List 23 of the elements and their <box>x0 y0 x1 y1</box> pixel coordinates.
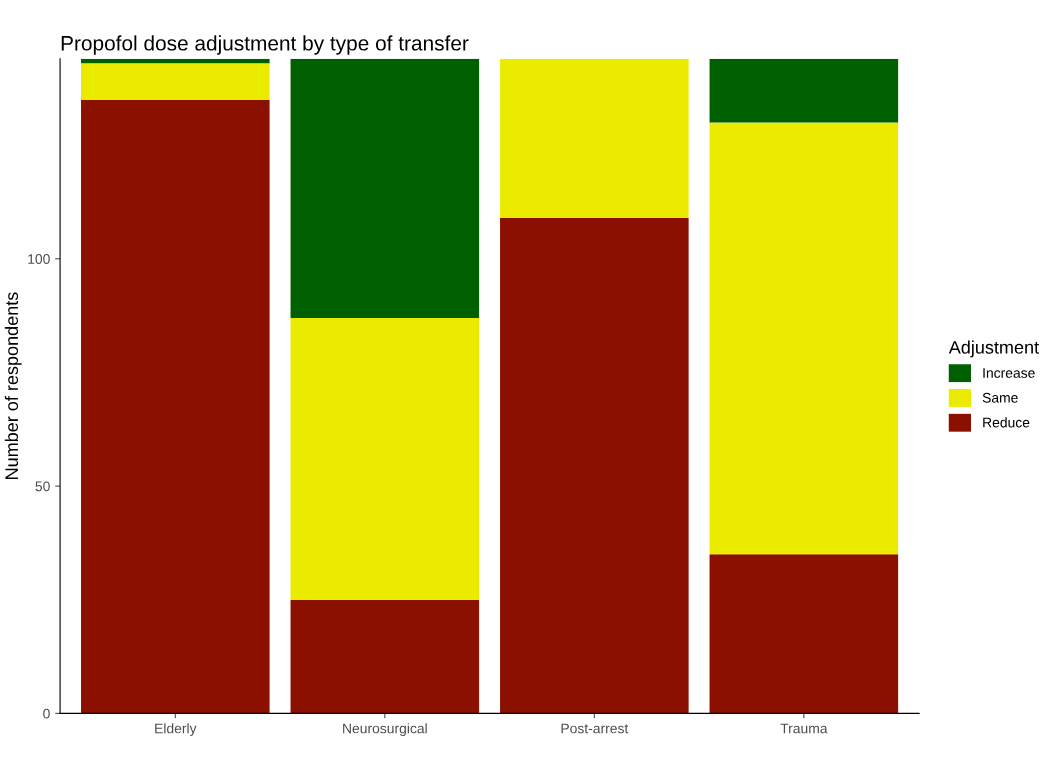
bar <box>290 317 480 600</box>
legend-title: Adjustment <box>948 340 1039 358</box>
chart-title: Propofol dose adjustment by type of transfer <box>61 35 469 55</box>
legend-label: Increase <box>983 368 1035 378</box>
bar <box>709 554 899 714</box>
y-axis-title: Number of respondents <box>4 292 22 479</box>
legend-label: Reduce <box>983 417 1030 428</box>
bar <box>290 58 480 318</box>
y-tick-label: 0 <box>43 708 50 719</box>
y-tick-label: 50 <box>35 481 50 492</box>
bar <box>81 99 270 714</box>
legend-label: Same <box>982 392 1018 403</box>
bar <box>709 122 899 555</box>
bar <box>500 217 689 714</box>
bar <box>500 58 689 218</box>
bar <box>709 58 899 123</box>
x-tick-label: Post-arrest <box>561 723 629 734</box>
x-tick-label: Trauma <box>780 723 828 734</box>
x-tick-label: Neurosurgical <box>343 723 427 737</box>
x-tick-label: Elderly <box>155 723 197 737</box>
bar <box>81 63 270 100</box>
bar <box>290 599 480 714</box>
y-tick-label: 100 <box>28 254 50 264</box>
